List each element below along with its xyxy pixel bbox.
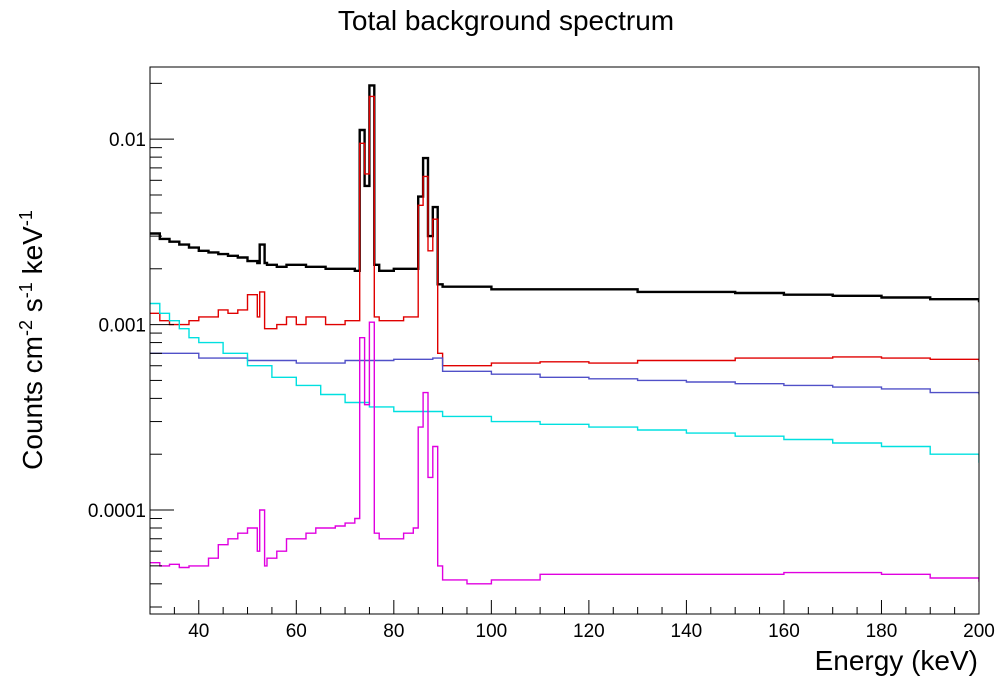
- y-tick-label: 0.01: [109, 130, 146, 151]
- y-tick-label: 0.0001: [88, 501, 146, 522]
- y-axis-title-exp-2: -1: [16, 282, 36, 298]
- series-line-1: [150, 84, 979, 303]
- x-tick-label: 180: [866, 621, 898, 642]
- series-layer: [150, 84, 979, 585]
- x-axis-title: Energy (keV): [815, 645, 978, 676]
- x-tick-label: 80: [383, 621, 404, 642]
- y-axis-title: Counts cm-2 s-1 keV-1: [16, 210, 48, 470]
- x-tick-label: 100: [476, 621, 508, 642]
- plot-frame: [149, 66, 980, 615]
- x-tick-label: 140: [671, 621, 703, 642]
- y-axis-title-exp-1: -2: [16, 320, 36, 336]
- x-tick-label: 40: [188, 621, 209, 642]
- series-line-2: [150, 95, 979, 367]
- x-tick-label: 200: [963, 621, 995, 642]
- series-line-4: [150, 302, 979, 463]
- series-line-5: [150, 321, 979, 585]
- x-axis: 40 60 80 100 120 140 160 180 200: [149, 600, 995, 642]
- x-tick-label: 60: [286, 621, 307, 642]
- y-axis-title-exp-3: -1: [16, 210, 36, 226]
- y-axis-title-part-3: keV: [17, 226, 48, 282]
- y-tick-label: 0.001: [98, 316, 146, 337]
- x-tick-label: 160: [768, 621, 800, 642]
- x-tick-label: 120: [573, 621, 605, 642]
- y-axis: 0.0001 0.001 0.01: [88, 82, 174, 608]
- series-line-3: [150, 352, 979, 395]
- y-axis-title-part-2: s: [17, 298, 48, 320]
- y-axis-title-part-1: Counts cm: [17, 336, 48, 470]
- chart-title: Total background spectrum: [338, 5, 674, 36]
